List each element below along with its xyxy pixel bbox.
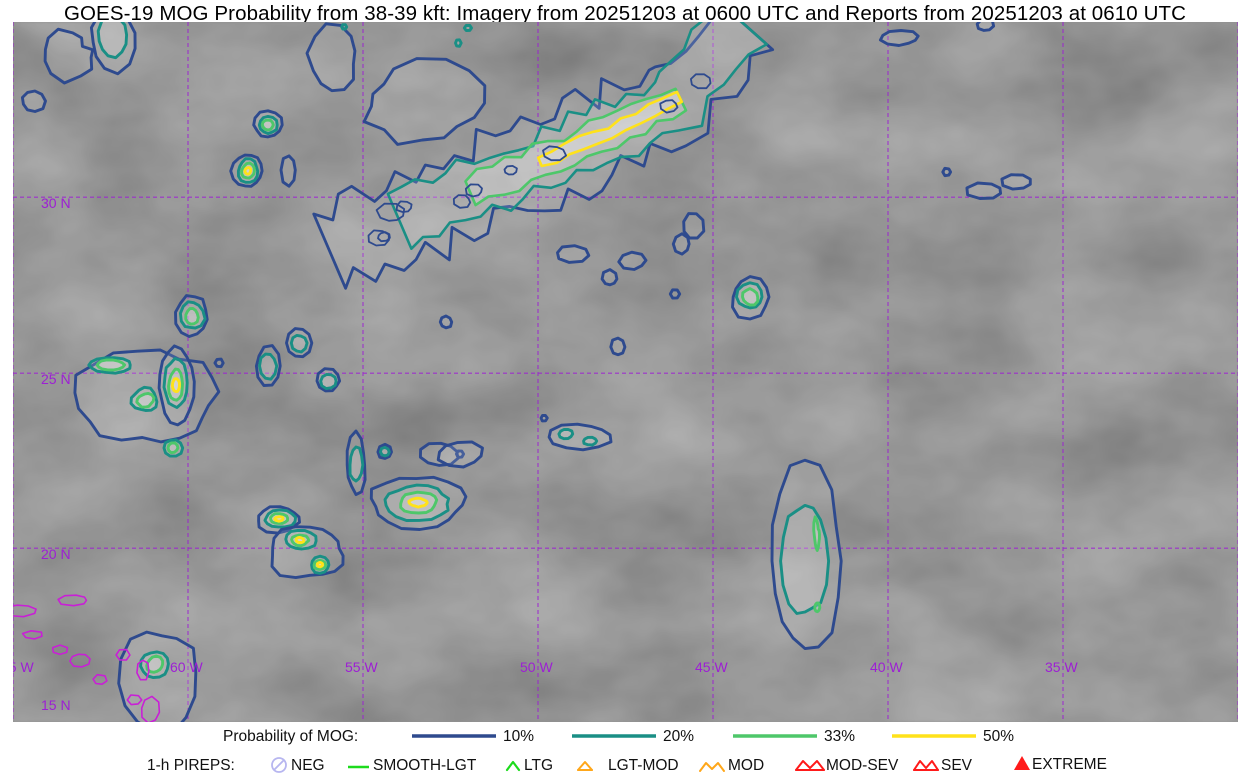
svg-text:10%: 10% <box>503 728 534 745</box>
svg-text:NEG: NEG <box>291 757 325 774</box>
svg-text:EXTREME: EXTREME <box>1032 756 1107 773</box>
svg-text:LTG: LTG <box>524 757 553 774</box>
svg-text:SMOOTH-LGT: SMOOTH-LGT <box>373 757 477 774</box>
svg-text:SEV: SEV <box>941 757 973 774</box>
svg-text:Probability of MOG:: Probability of MOG: <box>223 728 358 745</box>
svg-text:20%: 20% <box>663 728 694 745</box>
svg-text:MOD: MOD <box>728 757 764 774</box>
svg-text:LGT-MOD: LGT-MOD <box>608 757 679 774</box>
svg-text:50%: 50% <box>983 728 1014 745</box>
svg-text:33%: 33% <box>824 728 855 745</box>
svg-text:1-h PIREPS:: 1-h PIREPS: <box>147 757 235 774</box>
svg-text:MOD-SEV: MOD-SEV <box>826 757 899 774</box>
